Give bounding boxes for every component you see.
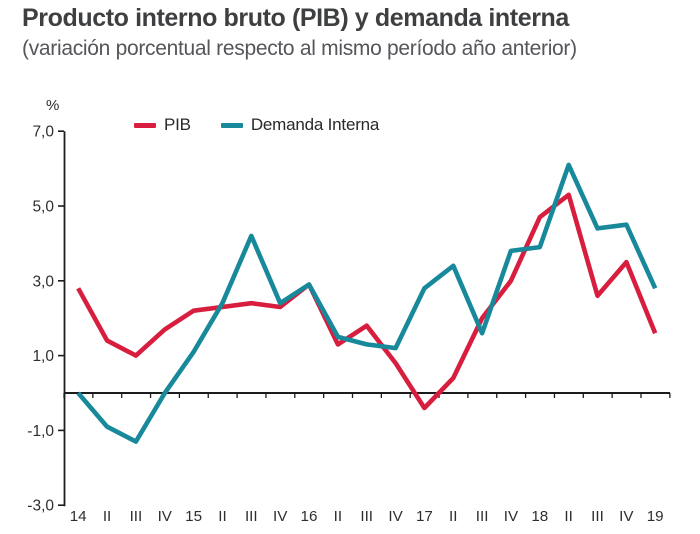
x-tick-label: 19 [647, 508, 664, 525]
x-tick-label: II [103, 508, 111, 525]
legend-label-pib: PIB [164, 115, 191, 134]
x-tick-label: 15 [185, 508, 202, 525]
x-tick-label: III [360, 508, 373, 525]
x-tick-label: III [130, 508, 143, 525]
y-tick-label: 3,0 [32, 273, 54, 290]
x-tick-label: IV [504, 508, 519, 525]
pib-line-swatch [134, 122, 156, 128]
x-tick-label: 17 [416, 508, 433, 525]
y-tick-label: -1,0 [27, 423, 54, 440]
y-tick-label: 7,0 [32, 124, 54, 141]
x-tick-label: IV [273, 508, 288, 525]
x-tick-label: 16 [301, 508, 318, 525]
y-tick-label: 1,0 [32, 348, 54, 365]
y-axis-unit-label: % [46, 97, 59, 114]
x-tick-label: III [591, 508, 604, 525]
x-tick-label: III [245, 508, 258, 525]
demanda-interna-line [76, 162, 658, 444]
x-tick-label: II [449, 508, 457, 525]
y-tick-label: 5,0 [32, 199, 54, 216]
chart-subtitle: (variación porcentual respecto al mismo … [22, 37, 577, 60]
x-tick-label: II [218, 508, 226, 525]
x-tick-label: IV [388, 508, 403, 525]
pib-line [76, 192, 658, 411]
x-tick-label: 18 [531, 508, 548, 525]
y-tick-label: -3,0 [27, 498, 54, 515]
x-tick-label: IV [158, 508, 173, 525]
legend-item-demanda-interna: Demanda Interna [220, 115, 380, 135]
legend-label-demanda-interna: Demanda Interna [250, 115, 380, 134]
demanda-interna-line-swatch [220, 122, 243, 128]
x-tick-label: II [334, 508, 342, 525]
x-tick-label: II [564, 508, 572, 525]
x-tick-label: IV [619, 508, 634, 525]
x-tick-label: 14 [70, 508, 87, 525]
legend-item-pib: PIB [134, 115, 191, 135]
legend: PIB Demanda Interna [134, 115, 379, 135]
chart-canvas: 7,05,03,01,0-1,0-3,0%14 II III IV 15 II III IV 1… [27, 97, 671, 525]
x-tick-label: III [476, 508, 489, 525]
chart-title: Producto interno bruto (PIB) y demanda i… [22, 4, 569, 32]
